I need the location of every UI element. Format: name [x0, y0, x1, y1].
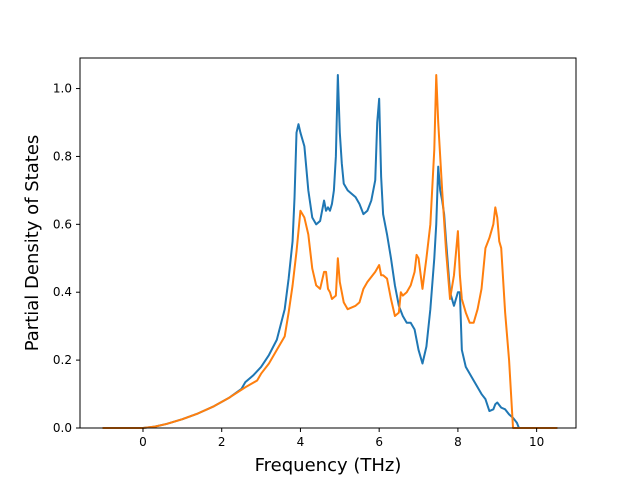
y-tick-label: 1.0: [53, 82, 72, 96]
y-tick-label: 0.6: [53, 217, 72, 231]
x-tick-label: 10: [529, 435, 544, 449]
x-tick-label: 8: [454, 435, 462, 449]
y-tick-label: 0.8: [53, 149, 72, 163]
series-line-1: [102, 73, 558, 429]
x-axis-label: Frequency (THz): [255, 455, 402, 476]
x-tick-label: 4: [297, 435, 305, 449]
y-ticks: 0.0 0.2 0.4 0.6 0.8 1.0: [53, 82, 80, 435]
plot-frame: [79, 57, 577, 429]
y-axis-label: Partial Density of States: [22, 135, 43, 352]
y-tick-label: 0.0: [53, 421, 72, 435]
y-tick-label: 0.2: [53, 353, 72, 367]
x-tick-label: 2: [218, 435, 226, 449]
series-layer: [102, 73, 558, 429]
x-tick-label: 6: [375, 435, 383, 449]
series-line-2: [102, 73, 558, 429]
x-tick-label: 0: [139, 435, 147, 449]
x-ticks: 0 2 4 6 8 10: [139, 428, 544, 449]
y-tick-label: 0.4: [53, 285, 72, 299]
